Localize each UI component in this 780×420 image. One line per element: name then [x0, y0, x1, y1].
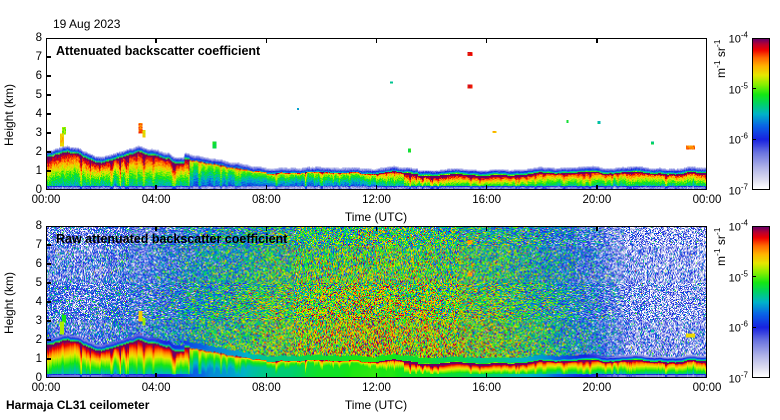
x-tick: [375, 373, 378, 378]
yaxis-title-top: Height (km): [2, 83, 17, 147]
y-tick: [46, 56, 51, 58]
x-tick: [485, 185, 488, 190]
y-tick-label: 7: [35, 239, 42, 251]
colorbar-tick-label: 10-5: [728, 81, 748, 96]
y-tick-label: 4: [35, 296, 42, 308]
x-tick-label: 16:00: [472, 194, 502, 206]
colorbar-tick-label: 10-7: [728, 370, 748, 386]
y-tick: [46, 132, 51, 134]
colorbar-raw: [752, 226, 770, 378]
x-tick: [265, 38, 268, 43]
x-tick-label: 20:00: [582, 194, 612, 206]
colorbar-tick: [752, 275, 756, 278]
y-tick-label: 0: [35, 372, 42, 384]
x-tick-label: 00:00: [692, 382, 722, 394]
y-tick: [46, 263, 51, 265]
x-tick: [155, 226, 157, 231]
x-tick: [375, 38, 378, 43]
y-tick: [46, 320, 51, 322]
x-tick-label: 00:00: [31, 382, 61, 394]
instrument-credit: Harmaja CL31 ceilometer: [6, 398, 150, 412]
x-tick-label: 20:00: [582, 382, 612, 394]
colorbar-tick-label: 10-6: [728, 132, 748, 147]
y-tick: [46, 170, 51, 172]
y-tick-label: 8: [35, 220, 42, 232]
y-tick-label: 7: [35, 51, 42, 63]
x-tick: [596, 38, 598, 43]
y-tick: [46, 151, 51, 153]
x-tick: [485, 38, 488, 43]
y-tick: [46, 94, 51, 96]
y-tick: [46, 244, 51, 246]
colorbar-tick-label: 10-7: [728, 182, 748, 198]
colorbar-gradient-top: [753, 39, 769, 189]
colorbar-tick-label: 10-4: [728, 30, 748, 46]
x-tick-label: 08:00: [251, 194, 281, 206]
x-tick: [265, 373, 268, 378]
x-tick: [155, 38, 157, 43]
x-tick: [596, 373, 598, 378]
xaxis-title-bottom: Time (UTC): [344, 398, 408, 412]
x-tick: [155, 185, 157, 190]
x-tick: [485, 226, 488, 231]
x-tick-label: 16:00: [472, 382, 502, 394]
y-tick-label: 6: [35, 70, 42, 82]
y-tick-label: 5: [35, 89, 42, 101]
x-tick: [265, 185, 268, 190]
colorbar-attenuated: [752, 38, 770, 190]
y-tick-label: 3: [35, 127, 42, 139]
heatmap-canvas-raw: [47, 227, 706, 377]
y-tick: [46, 339, 51, 341]
colorbar-tick: [752, 87, 756, 90]
y-tick-label: 1: [35, 353, 42, 365]
y-tick-label: 0: [35, 184, 42, 196]
colorbar-tick-label: 10-5: [728, 269, 748, 284]
x-tick-label: 04:00: [141, 194, 171, 206]
x-tick-label: 12:00: [362, 194, 391, 206]
panel-title-raw: Raw attenuated backscatter coefficient: [56, 232, 288, 246]
x-tick: [375, 226, 378, 231]
y-tick-label: 8: [35, 32, 42, 44]
y-tick-label: 1: [35, 165, 42, 177]
y-tick: [46, 301, 51, 303]
x-tick-label: 08:00: [251, 382, 281, 394]
colorbar-tick: [752, 138, 756, 141]
xaxis-title-top: Time (UTC): [344, 210, 408, 224]
x-tick: [155, 373, 157, 378]
x-tick-label: 00:00: [31, 194, 61, 206]
plot-raw-attenuated-backscatter: [46, 226, 707, 378]
y-tick-label: 5: [35, 277, 42, 289]
y-tick: [46, 358, 51, 360]
y-tick-label: 2: [35, 334, 42, 346]
x-tick: [265, 226, 268, 231]
x-tick-label: 12:00: [362, 382, 391, 394]
plot-attenuated-backscatter: [46, 38, 707, 190]
yaxis-title-bottom: Height (km): [2, 271, 17, 335]
x-tick: [596, 185, 598, 190]
panel-title-attenuated: Attenuated backscatter coefficient: [56, 44, 261, 58]
x-tick-label: 00:00: [692, 194, 722, 206]
colorbar-tick-label: 10-4: [728, 218, 748, 234]
heatmap-canvas-attenuated: [47, 39, 706, 189]
x-tick: [485, 373, 488, 378]
y-tick: [46, 113, 51, 115]
y-tick: [46, 282, 51, 284]
date-label: 19 Aug 2023: [53, 17, 121, 31]
colorbar-tick-label: 10-6: [728, 320, 748, 335]
colorbar-gradient-bottom: [753, 227, 769, 377]
x-tick: [596, 226, 598, 231]
y-tick-label: 3: [35, 315, 42, 327]
y-tick: [46, 75, 51, 77]
x-tick-label: 04:00: [141, 382, 171, 394]
x-tick: [375, 185, 378, 190]
y-tick-label: 6: [35, 258, 42, 270]
y-tick-label: 4: [35, 108, 42, 120]
colorbar-tick: [752, 326, 756, 329]
y-tick-label: 2: [35, 146, 42, 158]
